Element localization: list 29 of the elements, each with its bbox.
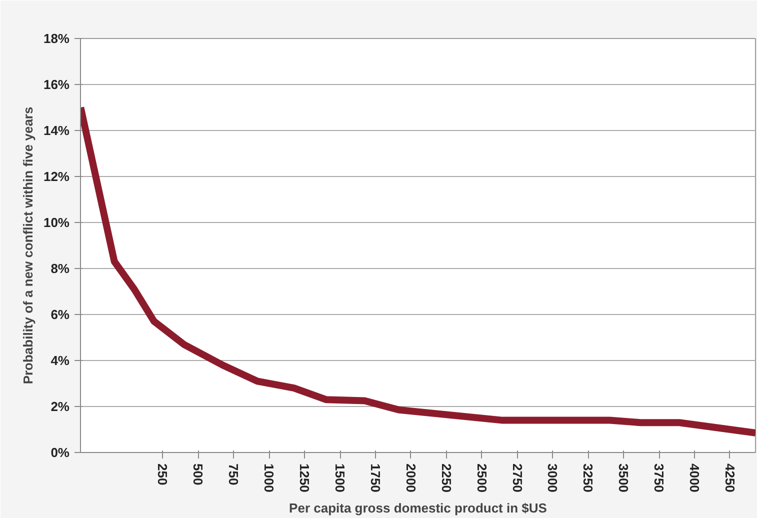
x-tick-label: 500	[190, 464, 206, 486]
x-tick-label: 2750	[510, 464, 525, 492]
x-tick-label: 3750	[652, 464, 667, 492]
x-tick-label: 2250	[438, 464, 454, 492]
y-tick-label: 14%	[43, 123, 70, 138]
x-tick-label: 250	[155, 464, 170, 486]
y-tick-label: 18%	[43, 31, 70, 46]
x-tick-label: 4250	[722, 464, 738, 492]
y-tick-label: 10%	[43, 215, 70, 230]
x-tick-label: 3250	[580, 464, 596, 492]
x-tick-label: 2500	[474, 464, 490, 492]
x-tick-label: 3000	[545, 464, 560, 492]
x-tick-label: 750	[226, 464, 242, 486]
y-tick-label: 2%	[50, 399, 70, 414]
x-axis-title: Per capita gross domestic product in $US	[289, 500, 548, 516]
y-tick-label: 16%	[43, 77, 70, 92]
x-tick-label: 1750	[368, 464, 383, 492]
y-tick-label: 4%	[50, 353, 70, 368]
x-tick-label: 1000	[262, 464, 277, 492]
y-tick-label: 6%	[50, 307, 70, 322]
y-tick-label: 0%	[50, 445, 70, 460]
y-tick-label: 8%	[50, 261, 70, 276]
x-tick-label: 3500	[616, 464, 632, 492]
x-tick-label: 4000	[687, 464, 702, 492]
y-tick-label: 12%	[43, 169, 70, 184]
x-tick-label: 1500	[332, 464, 348, 492]
x-tick-label: 2000	[403, 464, 418, 492]
y-axis-title: Probability of a new conflict within five years	[20, 106, 36, 384]
x-tick-label: 1250	[297, 464, 312, 492]
